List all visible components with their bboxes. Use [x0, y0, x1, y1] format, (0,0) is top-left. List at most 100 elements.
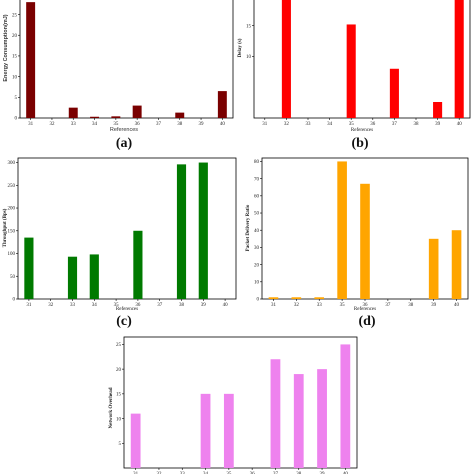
- x-tick-label: 40: [454, 303, 460, 308]
- x-tick-label: 39: [320, 472, 326, 474]
- x-tick-label: 37: [392, 122, 398, 127]
- x-tick-label: 34: [203, 472, 209, 474]
- x-tick-label: 36: [250, 472, 256, 474]
- x-tick-label: 39: [201, 303, 207, 308]
- x-tick-label: 39: [435, 122, 441, 127]
- y-tick-label: 0: [15, 117, 18, 122]
- y-tick-label: 15: [116, 393, 122, 398]
- x-tick-label: 38: [296, 472, 302, 474]
- x-tick-label: 33: [71, 122, 77, 127]
- bar-36: [132, 105, 142, 118]
- chart-panel-1: 0 5 10 15 20 25 31 32 33 34 35 36 37 38 39 40 References…: [3, 0, 234, 151]
- y-tick-label: 15: [246, 24, 252, 29]
- bar-35: [346, 24, 356, 118]
- bar-31: [26, 2, 36, 118]
- y-tick-label: 40: [254, 229, 260, 234]
- chart-panel-4: 0 10 20 30 40 50 60 70 80 31 32 33 35 36 37 38 39 40 Refer…: [246, 157, 469, 329]
- y-tick-label: 5: [119, 442, 122, 447]
- x-tick-label: 32: [49, 122, 55, 127]
- bar-35: [337, 161, 347, 299]
- x-tick-label: 37: [156, 122, 162, 127]
- y-axis-label: Network Overhead: [109, 387, 114, 428]
- x-tick-label: 37: [157, 303, 163, 308]
- x-tick-label: 38: [179, 303, 185, 308]
- y-axis-label: Energy Consumption(mJ): [3, 14, 9, 81]
- y-axis-label: Packet Delivery Ratio: [246, 204, 251, 251]
- y-tick-label: 150: [8, 229, 16, 234]
- x-tick-label: 39: [199, 122, 205, 127]
- y-tick-label: 20: [254, 263, 260, 268]
- x-tick-label: 36: [135, 122, 141, 127]
- x-tick-label: 35: [113, 122, 119, 127]
- x-axis-label: References: [354, 307, 376, 312]
- x-tick-label: 38: [414, 122, 420, 127]
- x-tick-label: 37: [385, 303, 391, 308]
- x-tick-label: 31: [26, 303, 32, 308]
- x-tick-label: 38: [177, 122, 183, 127]
- x-tick-label: 31: [28, 122, 34, 127]
- y-tick-label: 70: [254, 177, 260, 182]
- bar-37: [270, 359, 281, 468]
- y-tick-label: 30: [254, 246, 260, 251]
- x-tick-label: 34: [92, 303, 98, 308]
- bar-34: [90, 116, 100, 118]
- plot-frame: [19, 0, 234, 119]
- chart-panel-3: 0 50 100 150 200 250 300 31 32 33 34 35 36 37 38 39 40 Re…: [3, 157, 237, 329]
- x-tick-label: 35: [114, 303, 120, 308]
- y-tick-label: 0: [13, 298, 16, 303]
- bar-38: [176, 164, 187, 299]
- x-tick-label: 34: [92, 122, 98, 127]
- bar-34: [200, 393, 211, 468]
- x-tick-label: 33: [70, 303, 76, 308]
- y-tick-label: 10: [12, 75, 18, 80]
- x-tick-label: 32: [48, 303, 54, 308]
- bar-39: [317, 369, 327, 468]
- bar-38: [175, 112, 185, 118]
- x-tick-label: 31: [262, 122, 268, 127]
- bar-40: [217, 91, 227, 118]
- y-tick-label: 25: [116, 343, 122, 348]
- x-tick-label: 35: [349, 122, 355, 127]
- bar-34: [89, 254, 99, 299]
- y-tick-label: 50: [254, 212, 260, 217]
- bar-33: [68, 107, 78, 118]
- y-tick-label: 10: [116, 417, 122, 422]
- y-tick-label: 5: [15, 96, 18, 101]
- bar-31: [130, 413, 141, 468]
- y-tick-label: 100: [8, 252, 16, 257]
- x-tick-label: 40: [457, 122, 463, 127]
- x-tick-label: 40: [220, 122, 226, 127]
- x-tick-label: 39: [431, 303, 437, 308]
- y-axis-label: Delay (s): [238, 38, 243, 57]
- x-tick-label: 37: [273, 472, 279, 474]
- chart-panel-2: 10 15 31 32 33 34 35 36 37 38 39 40 References Delay …: [238, 0, 471, 151]
- y-tick-label: 20: [12, 34, 18, 39]
- bar-36: [133, 230, 143, 299]
- x-axis-label: References: [351, 128, 373, 133]
- y-tick-label: 10: [254, 281, 260, 286]
- y-tick-label: 10: [246, 55, 252, 60]
- plot-frame: [253, 0, 471, 119]
- x-tick-label: 32: [294, 303, 300, 308]
- x-tick-label: 40: [223, 303, 229, 308]
- x-tick-label: 33: [180, 472, 186, 474]
- bar-35: [223, 393, 234, 468]
- x-tick-label: 35: [226, 472, 232, 474]
- panel-caption: (b): [351, 136, 368, 151]
- x-axis-label: References: [116, 307, 138, 312]
- bar-32: [281, 0, 291, 118]
- x-tick-label: 34: [327, 122, 333, 127]
- x-tick-label: 33: [306, 122, 312, 127]
- x-tick-label: 36: [135, 303, 141, 308]
- bar-33: [314, 297, 325, 299]
- x-tick-label: 31: [271, 303, 277, 308]
- x-tick-label: 38: [408, 303, 414, 308]
- bar-39: [433, 102, 443, 118]
- bar-40: [340, 344, 351, 468]
- x-tick-label: 31: [133, 472, 139, 474]
- y-tick-label: 250: [8, 184, 16, 189]
- y-axis-label: Throughput (Bps): [3, 208, 8, 247]
- bar-32: [291, 297, 302, 299]
- x-tick-label: 32: [284, 122, 290, 127]
- y-tick-label: 0: [257, 298, 260, 303]
